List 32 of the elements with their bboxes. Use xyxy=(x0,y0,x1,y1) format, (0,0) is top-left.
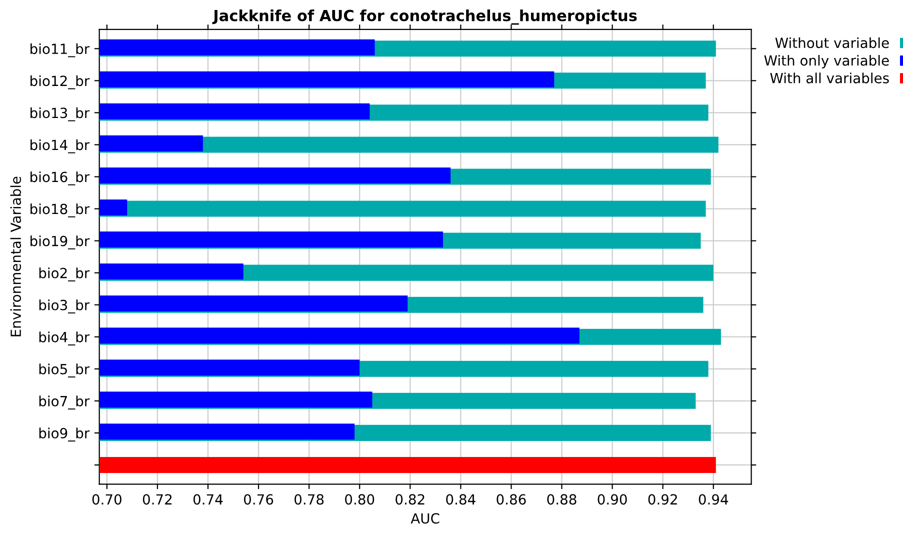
chart-title: Jackknife of AUC for conotrachelus_humeropictus xyxy=(212,9,637,25)
x-tick-label: 0.70 xyxy=(92,494,122,505)
y-tick-label: bio16_br xyxy=(30,171,90,186)
y-tick-label: bio11_br xyxy=(30,43,90,58)
x-tick-label: 0.90 xyxy=(598,494,627,505)
x-tick-label: 0.76 xyxy=(244,494,274,505)
x-axis-title: AUC xyxy=(410,513,440,524)
y-tick-label: bio5_br xyxy=(39,364,90,378)
x-tick-label: 0.82 xyxy=(396,494,424,505)
y-axis-title: Environmental Variable xyxy=(10,176,22,336)
y-tick-label: bio12_br xyxy=(30,75,90,90)
y-tick-label: bio9_br xyxy=(39,428,90,442)
legend-label: Without variable xyxy=(775,37,889,48)
y-tick-label: bio4_br xyxy=(39,332,90,346)
legend-label: With all variables xyxy=(770,72,889,84)
x-tick-label: 0.88 xyxy=(547,494,576,505)
x-tick-label: 0.74 xyxy=(193,494,223,505)
x-tick-label: 0.84 xyxy=(446,494,476,505)
x-tick-label: 0.92 xyxy=(648,494,677,505)
y-tick-label: bio19_br xyxy=(30,236,90,250)
legend-label: With only variable xyxy=(764,54,889,68)
y-tick-label: bio18_br xyxy=(30,203,90,218)
x-tick-label: 0.94 xyxy=(698,494,728,505)
y-tick-label: bio7_br xyxy=(39,396,90,410)
x-tick-label: 0.80 xyxy=(345,494,374,505)
x-tick-label: 0.78 xyxy=(294,494,324,505)
y-tick-label: bio3_br xyxy=(39,300,90,314)
x-tick-label: 0.86 xyxy=(496,494,526,505)
y-tick-label: bio14_br xyxy=(30,139,90,154)
y-tick-label: bio2_br xyxy=(39,268,90,282)
y-tick-label: bio13_br xyxy=(30,107,90,122)
x-tick-label: 0.72 xyxy=(142,494,172,505)
